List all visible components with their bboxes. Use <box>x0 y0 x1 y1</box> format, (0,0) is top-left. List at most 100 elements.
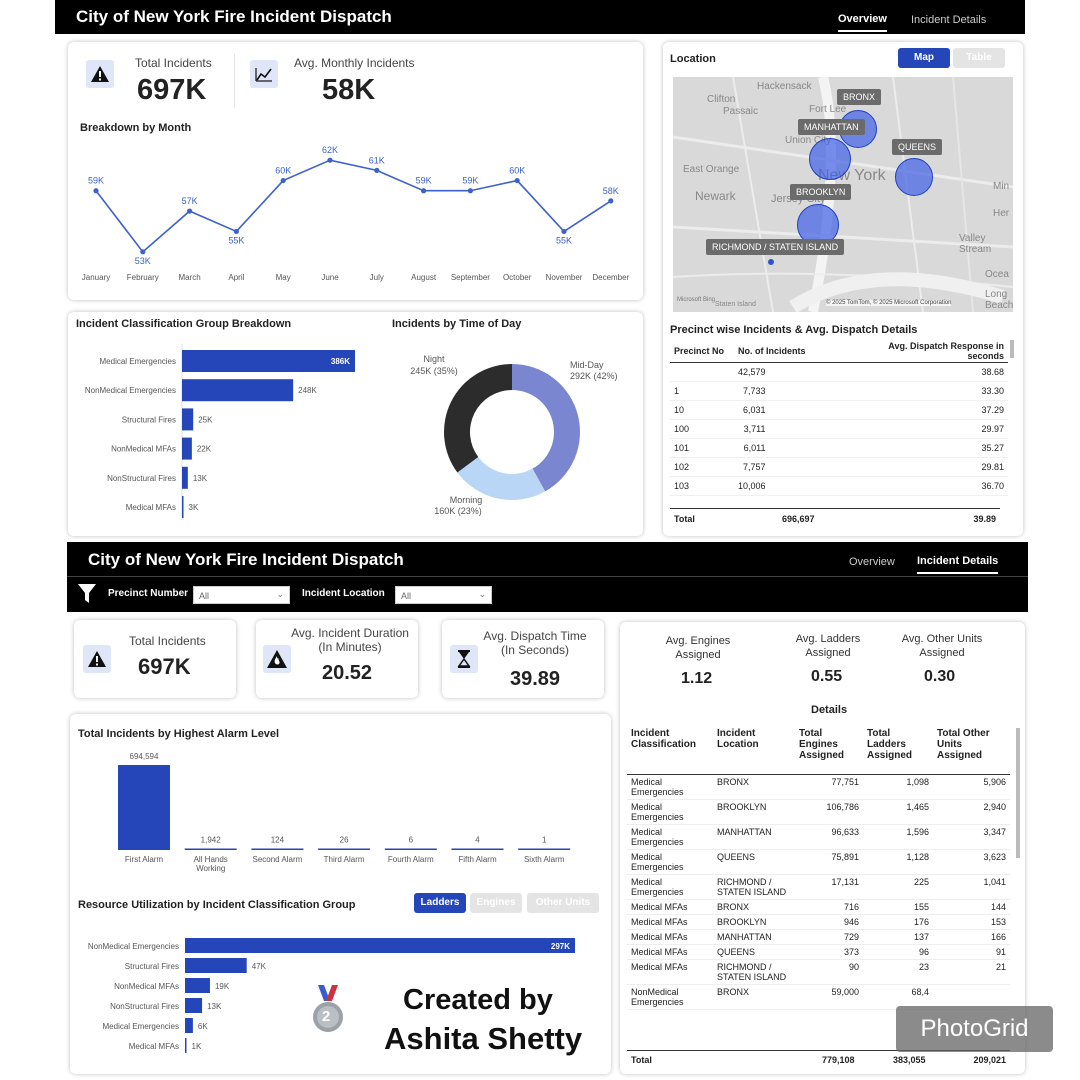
details-cell-classification: Medical MFAs <box>627 914 713 930</box>
details-cell-location: BRONX <box>713 899 795 915</box>
details-header-classification[interactable]: Incident Classification <box>627 726 713 775</box>
month-point[interactable] <box>467 188 473 194</box>
month-point[interactable] <box>608 198 614 204</box>
month-point[interactable] <box>187 208 193 214</box>
avg-other-value: 0.30 <box>924 668 956 685</box>
month-point[interactable] <box>233 228 239 235</box>
precinct-cell-dispatch: 37.29 <box>845 400 1008 420</box>
bottom-tab-incident-details[interactable]: Incident Details <box>917 555 999 574</box>
precinct-filter-label: Precinct Number <box>108 588 189 599</box>
precinct-row[interactable]: 42,579 38.68 <box>670 362 1008 382</box>
table-toggle-button[interactable]: Table <box>953 48 1005 68</box>
avg-ladders-label: Avg. Ladders Assigned <box>795 633 861 659</box>
map-place-ocea: Ocea <box>985 269 1009 280</box>
class-bar[interactable] <box>182 350 355 372</box>
resource-bar[interactable] <box>185 978 210 993</box>
precinct-row[interactable]: 10 6,031 37.29 <box>670 400 1008 420</box>
month-point[interactable] <box>140 249 146 255</box>
staten-island-dot[interactable] <box>768 259 774 265</box>
precinct-header-no[interactable]: Precinct No <box>670 340 734 363</box>
precinct-filter-dropdown[interactable]: All ⌄ <box>193 586 290 604</box>
precinct-cell-dispatch: 29.81 <box>845 457 1008 477</box>
map-place-her: Her <box>993 208 1010 219</box>
resource-category-label: NonMedical MFAs <box>114 982 179 991</box>
precinct-scrollbar[interactable] <box>1010 340 1014 358</box>
alarm-bar[interactable] <box>118 765 170 850</box>
details-row[interactable]: Medical Emergencies RICHMOND / STATEN ISL… <box>627 874 1010 900</box>
top-tab-overview[interactable]: Overview <box>838 13 887 32</box>
class-bar[interactable] <box>182 496 184 518</box>
donut-slice-mid-day[interactable] <box>512 364 580 492</box>
classification-bar-chart: Medical Emergencies 386K NonMedical Emerge… <box>85 344 355 520</box>
alarm-bar[interactable] <box>318 848 371 851</box>
donut-slice-morning[interactable] <box>457 457 546 500</box>
month-point[interactable] <box>93 188 99 194</box>
details-cell-ladders: 1,596 <box>863 824 933 850</box>
location-filter-dropdown[interactable]: All ⌄ <box>395 586 492 604</box>
trend-chart-icon <box>250 60 278 88</box>
details-header-engines[interactable]: Total Engines Assigned <box>795 726 863 775</box>
details-row[interactable]: Medical MFAs BRONX 716 155 144 <box>627 899 1010 915</box>
month-point[interactable] <box>561 228 567 235</box>
resource-bar[interactable] <box>185 958 247 973</box>
bottom-tab-overview[interactable]: Overview <box>849 556 895 568</box>
class-bar[interactable] <box>182 408 194 431</box>
month-point[interactable] <box>280 177 286 184</box>
other-units-toggle-button[interactable]: Other Units <box>527 893 599 913</box>
alarm-data-label: 4 <box>475 836 480 845</box>
alarm-bar[interactable] <box>451 848 504 851</box>
month-point[interactable] <box>514 177 520 184</box>
map-toggle-button[interactable]: Map <box>898 48 950 68</box>
donut-slice-night[interactable] <box>444 364 512 473</box>
bottom-total-label: Total Incidents <box>129 634 206 648</box>
month-tick-label: November <box>546 273 583 282</box>
precinct-header-incidents[interactable]: No. of Incidents <box>734 340 846 363</box>
details-header-location[interactable]: Incident Location <box>713 726 795 775</box>
class-bar[interactable] <box>182 466 188 489</box>
manhattan-bubble[interactable] <box>809 138 851 180</box>
details-row[interactable]: Medical Emergencies BRONX 77,751 1,098 5,906 <box>627 774 1010 800</box>
details-row[interactable]: Medical Emergencies BROOKLYN 106,786 1,465 2… <box>627 799 1010 825</box>
month-point[interactable] <box>374 167 380 173</box>
month-tick-label: September <box>451 273 490 282</box>
alarm-bar[interactable] <box>384 848 437 851</box>
details-row[interactable]: Medical MFAs RICHMOND / STATEN ISLAND 90 23… <box>627 959 1010 985</box>
resource-bar[interactable] <box>185 1038 187 1053</box>
precinct-row[interactable]: 100 3,711 29.97 <box>670 419 1008 439</box>
details-row[interactable]: Medical Emergencies MANHATTAN 96,633 1,596 3… <box>627 824 1010 850</box>
month-point[interactable] <box>327 157 333 163</box>
details-row[interactable]: Medical MFAs BROOKLYN 946 176 153 <box>627 914 1010 930</box>
details-row[interactable]: NonMedical Emergencies BRONX 59,000 68,4 <box>627 984 1010 1010</box>
map-view[interactable]: Hackensack Clifton Passaic Fort Lee Unio… <box>673 77 1013 312</box>
engines-toggle-button[interactable]: Engines <box>470 893 522 913</box>
details-row[interactable]: Medical MFAs QUEENS 373 96 91 <box>627 944 1010 960</box>
details-row[interactable]: Medical MFAs MANHATTAN 729 137 166 <box>627 929 1010 945</box>
top-tab-incident-details[interactable]: Incident Details <box>911 14 987 26</box>
class-bar[interactable] <box>182 379 294 402</box>
details-row[interactable]: Medical Emergencies QUEENS 75,891 1,128 3,62… <box>627 849 1010 875</box>
details-scrollbar[interactable] <box>1016 728 1020 858</box>
precinct-header-dispatch[interactable]: Avg. Dispatch Response in seconds <box>845 340 1008 363</box>
resource-bar[interactable] <box>185 1018 193 1033</box>
alarm-bar[interactable] <box>518 848 571 851</box>
filter-funnel-icon[interactable] <box>78 584 96 609</box>
precinct-row[interactable]: 101 6,011 35.27 <box>670 438 1008 458</box>
details-header-other[interactable]: Total Other Units Assigned <box>933 726 1010 775</box>
credit-line-2: Ashita Shetty <box>384 1021 583 1056</box>
ladders-toggle-button[interactable]: Ladders <box>414 893 466 913</box>
precinct-cell-no: 10 <box>670 400 734 420</box>
queens-bubble[interactable] <box>895 158 933 196</box>
precinct-row[interactable]: 102 7,757 29.81 <box>670 457 1008 477</box>
month-data-label: 62K <box>322 145 338 155</box>
details-header-ladders[interactable]: Total Ladders Assigned <box>863 726 933 775</box>
alarm-bar[interactable] <box>251 848 304 851</box>
resource-bar[interactable] <box>185 998 203 1013</box>
precinct-row[interactable]: 103 10,006 36.70 <box>670 476 1008 496</box>
month-point[interactable] <box>421 188 427 194</box>
precinct-row[interactable]: 1 7,733 33.30 <box>670 381 1008 401</box>
month-data-label: 55K <box>556 235 572 245</box>
details-cell-classification: NonMedical Emergencies <box>627 984 713 1010</box>
alarm-bar[interactable] <box>184 848 237 851</box>
resource-bar[interactable] <box>185 938 575 953</box>
class-bar[interactable] <box>182 437 192 460</box>
